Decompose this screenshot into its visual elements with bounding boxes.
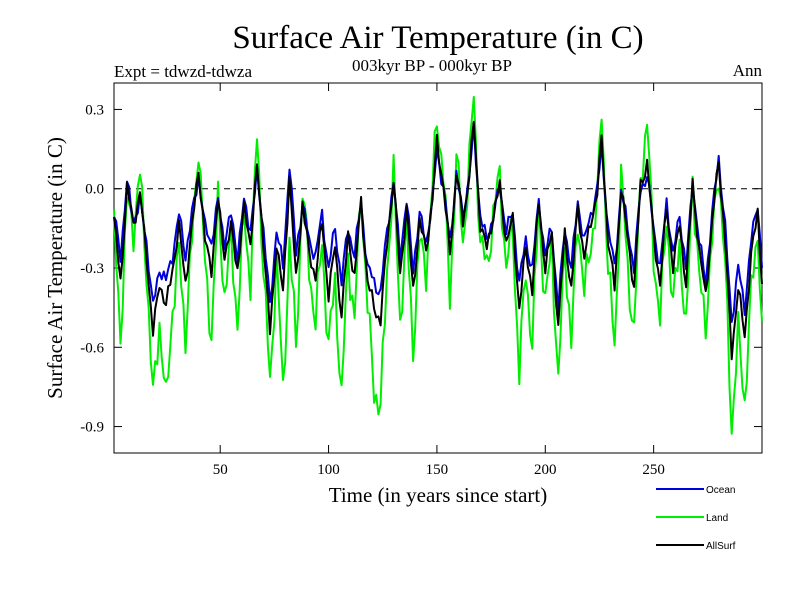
y-tick-label: -0.9 bbox=[80, 420, 104, 436]
legend: Ocean Land AllSurf bbox=[656, 485, 736, 552]
y-tick-label: -0.3 bbox=[80, 261, 104, 277]
y-axis-title: Surface Air Temperature (in C) bbox=[43, 137, 67, 399]
chart-title: Surface Air Temperature (in C) bbox=[232, 20, 643, 56]
y-tick-label: 0.0 bbox=[85, 182, 104, 198]
y-tick-label: 0.3 bbox=[85, 102, 104, 118]
legend-label-ocean: Ocean bbox=[706, 485, 735, 496]
legend-label-allsurf: AllSurf bbox=[706, 541, 736, 552]
x-tick-label: 150 bbox=[426, 462, 449, 478]
x-tick-label: 200 bbox=[534, 462, 557, 478]
series-layer bbox=[113, 95, 763, 435]
x-axis-title: Time (in years since start) bbox=[329, 483, 548, 507]
plot-area: 0.3 0.0 -0.3 -0.6 -0.9 50 100 150 200 250 bbox=[80, 82, 763, 478]
legend-label-land: Land bbox=[706, 513, 728, 524]
x-tick-label: 50 bbox=[213, 462, 228, 478]
season-label: Ann bbox=[733, 61, 763, 80]
series-line-allsurf bbox=[113, 120, 763, 361]
x-tick-label: 100 bbox=[317, 462, 340, 478]
chart-subtitle: 003kyr BP - 000kyr BP bbox=[352, 56, 512, 75]
x-tick-label: 250 bbox=[642, 462, 665, 478]
experiment-label: Expt = tdwzd-tdwza bbox=[114, 62, 252, 81]
y-tick-label: -0.6 bbox=[80, 340, 104, 356]
x-axis: 50 100 150 200 250 bbox=[213, 83, 665, 478]
y-axis: 0.3 0.0 -0.3 -0.6 -0.9 bbox=[80, 102, 762, 436]
